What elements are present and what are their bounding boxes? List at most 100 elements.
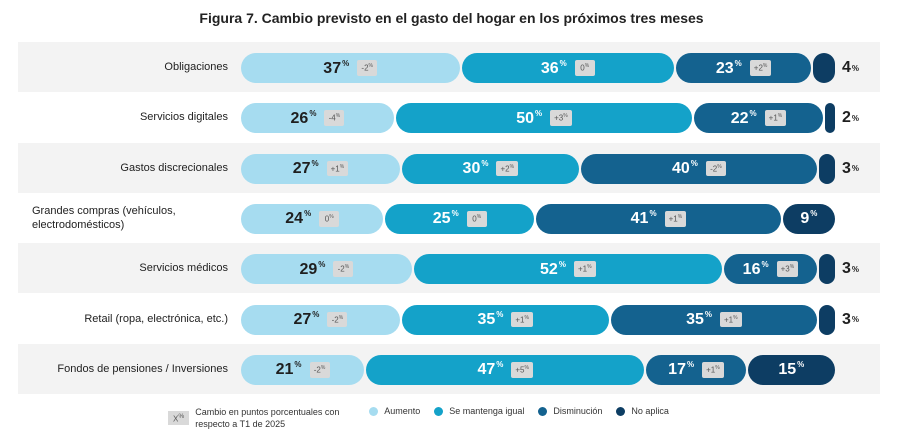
delta-badge: +3% — [550, 110, 572, 127]
delta-badge: -2% — [333, 261, 354, 278]
row-label: Gastos discrecionales — [120, 161, 228, 174]
chart-row: Servicios digitales 26% -4% 50% +3% 22% +1% 2% — [18, 92, 880, 143]
bar-segment-no-aplica — [813, 53, 835, 83]
chart-row: Retail (ropa, electrónica, etc.) 27% -2% 35… — [18, 293, 880, 344]
legend-label-aumento: Aumento — [384, 406, 421, 416]
bar-segment-no-aplica — [819, 304, 835, 335]
legend-dot-mantenga — [434, 406, 444, 416]
delta-badge: 0% — [574, 60, 595, 76]
chart-row: Grandes compras (vehículos, electrodomés… — [18, 192, 880, 243]
data-label: 36% — [540, 58, 567, 77]
data-label: 9% — [800, 209, 818, 228]
legend-dot-no-aplica — [616, 406, 626, 416]
delta-badge: +1% — [511, 311, 533, 328]
data-label: 35% — [686, 310, 712, 328]
data-label: 40% — [671, 159, 698, 178]
bar-segment-se-mantenga-igual: 50% +3% — [395, 103, 692, 134]
delta-badge: -2% — [357, 60, 378, 76]
bar-segment-se-mantenga-igual: 47% +5% — [366, 354, 645, 385]
chart-row: Servicios médicos 29% -2% 52% +1% 16% +3% 3% — [18, 243, 880, 294]
chart-row: Gastos discrecionales 27% +1% 30% +2% 40% -2% 3… — [18, 142, 880, 193]
bar-segment-no-aplica — [819, 153, 835, 184]
row-label: Grandes compras (vehículos, electrodomés… — [32, 204, 176, 231]
row-label: Retail (ropa, electrónica, etc.) — [84, 312, 228, 325]
bar-segment-no-aplica: 9% — [782, 203, 835, 234]
legend-item-aumento: Aumento — [369, 406, 420, 416]
delta-badge: +2% — [749, 60, 772, 76]
delta-badge: +1% — [664, 211, 687, 227]
delta-badge: +1% — [702, 361, 724, 378]
bar-segment-aumento: 26% -4% — [241, 103, 394, 134]
row-label: Servicios médicos — [139, 262, 228, 275]
row-label: Fondos de pensiones / Inversiones — [57, 362, 228, 375]
bar-segment-se-mantenga-igual: 25% 0% — [385, 203, 534, 234]
chart-title: Figura 7. Cambio previsto en el gasto de… — [199, 10, 704, 26]
data-label: 16% — [742, 259, 769, 278]
data-label: 24% — [285, 209, 312, 228]
data-label: 27% — [292, 159, 319, 178]
data-label: 52% — [540, 259, 566, 278]
data-label: 27% — [293, 310, 320, 328]
delta-badge: -2% — [327, 311, 348, 328]
delta-badge: +5% — [511, 361, 533, 378]
data-label: 26% — [290, 108, 317, 127]
bar-segment-se-mantenga-igual: 36% 0% — [461, 53, 675, 83]
delta-badge: 0% — [319, 211, 340, 227]
bar-segment-disminución: 22% +1% — [693, 103, 824, 134]
legend-dot-disminucion — [538, 406, 548, 416]
bar-segment-no-aplica: 15% — [747, 354, 835, 385]
delta-badge: +2% — [496, 160, 519, 177]
bar-segment-no-aplica — [819, 254, 835, 285]
data-label-outside: 3% — [842, 310, 860, 328]
delta-badge: 0% — [466, 211, 487, 227]
bar-segment-disminución: 41% +1% — [535, 203, 781, 234]
delta-badge: +1% — [719, 311, 742, 328]
data-label: 23% — [715, 58, 742, 77]
delta-badge: +1% — [573, 261, 596, 278]
data-label: 50% — [516, 108, 543, 127]
legend-item-disminucion: Disminución — [538, 406, 602, 416]
legend-note-text: Cambio en puntos porcentuales con respec… — [195, 407, 340, 429]
delta-badge: +3% — [776, 261, 799, 278]
bar-segment-disminución: 23% +2% — [676, 53, 812, 83]
legend-item-no-aplica: No aplica — [616, 406, 669, 416]
legend-item-mantenga: Se mantenga igual — [434, 406, 524, 416]
delta-badge: +1% — [326, 160, 349, 177]
bar-segment-se-mantenga-igual: 35% +1% — [401, 304, 609, 335]
data-label: 29% — [299, 259, 326, 278]
data-label: 47% — [477, 360, 504, 379]
bar-segment-disminución: 17% +1% — [646, 354, 746, 385]
data-label: 35% — [477, 310, 504, 328]
data-label: 22% — [730, 108, 757, 127]
bar-segment-se-mantenga-igual: 52% +1% — [413, 254, 722, 285]
data-label-outside: 3% — [842, 260, 860, 278]
bar-segment-aumento: 29% -2% — [241, 254, 412, 285]
data-label-outside: 2% — [842, 109, 860, 127]
legend-delta-note: X% Cambio en puntos porcentuales con res… — [168, 406, 355, 430]
bar-segment-disminución: 35% +1% — [610, 304, 818, 335]
legend-dot-aumento — [369, 406, 379, 416]
bar-segment-se-mantenga-igual: 30% +2% — [401, 153, 579, 184]
data-label: 21% — [275, 360, 302, 379]
delta-badge: -2% — [309, 361, 330, 378]
legend: X% Cambio en puntos porcentuales con res… — [168, 406, 669, 430]
bar-segment-no-aplica — [825, 103, 836, 134]
legend-label-mantenga: Se mantenga igual — [449, 406, 525, 416]
row-label: Servicios digitales — [139, 111, 228, 124]
row-label: Obligaciones — [164, 61, 228, 73]
legend-delta-box: X% — [168, 410, 190, 426]
data-label: 37% — [323, 58, 350, 77]
bar-segment-aumento: 27% -2% — [241, 304, 400, 335]
legend-label-no-aplica: No aplica — [631, 406, 669, 416]
bar-segment-aumento: 37% -2% — [241, 53, 460, 83]
bar-segment-disminución: 40% -2% — [580, 153, 818, 184]
bar-segment-disminución: 16% +3% — [723, 254, 818, 285]
delta-badge: -4% — [324, 110, 345, 127]
data-label: 25% — [432, 209, 459, 228]
data-label: 15% — [778, 360, 805, 379]
legend-label-disminucion: Disminución — [553, 406, 603, 416]
chart-row: Obligaciones 37% -2% 36% 0% 23% +2% 4% — [18, 42, 880, 92]
delta-badge: -2% — [705, 160, 726, 177]
bar-segment-aumento: 21% -2% — [241, 354, 365, 385]
delta-badge: +1% — [764, 110, 787, 127]
